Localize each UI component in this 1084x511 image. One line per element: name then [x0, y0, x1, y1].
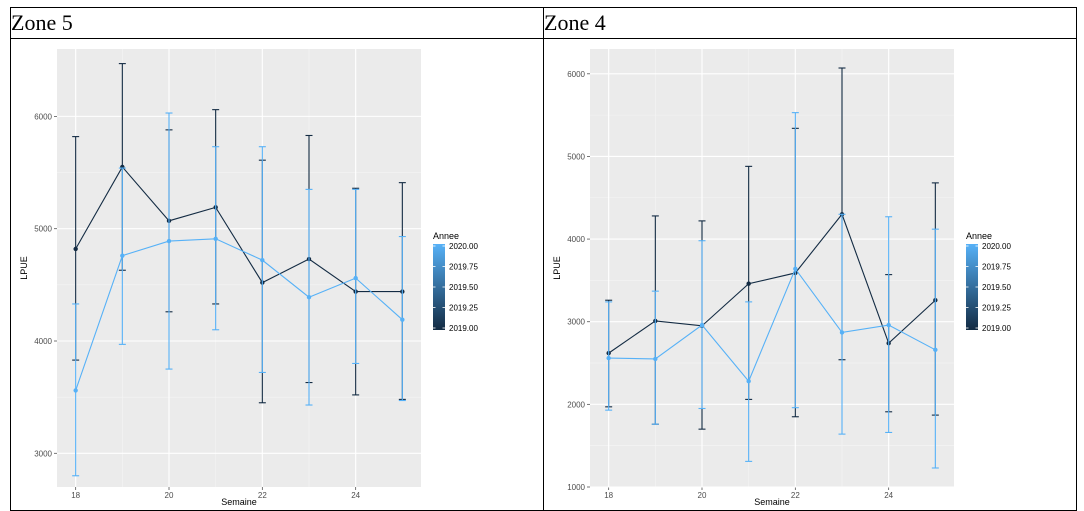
- legend-title: Annee: [433, 231, 459, 241]
- plot-cell-zone5: 18 20 22 24 3000 4000 5000 6000 Semaine LPUE Annee…: [10, 38, 544, 511]
- data-point: [213, 236, 218, 241]
- data-point: [886, 322, 891, 328]
- data-point: [166, 238, 172, 244]
- panel-title-zone4: Zone 4: [543, 7, 1077, 39]
- plot-background: [590, 49, 954, 487]
- y-tick-label: 3000: [34, 449, 52, 458]
- data-point: [933, 347, 938, 353]
- x-tick-label: 24: [351, 491, 360, 500]
- legend-colorbar: [433, 244, 445, 330]
- x-axis-title: Semaine: [754, 497, 790, 505]
- legend-label: 2019.00: [449, 324, 478, 333]
- data-point: [73, 246, 78, 252]
- legend-label: 2019.25: [982, 304, 1011, 313]
- y-axis-title: LPUE: [552, 256, 562, 280]
- chart-zone4: 18 20 22 24 1000 2000 3000 4000 5000 6000 Semaine L…: [552, 49, 1011, 507]
- y-tick-label: 5000: [34, 225, 52, 234]
- y-tick-label: 6000: [34, 112, 52, 121]
- y-tick-label: 3000: [567, 318, 585, 327]
- legend-colorbar: [966, 244, 978, 330]
- legend-label: 2019.75: [449, 263, 478, 272]
- legend-label: 2019.00: [982, 324, 1011, 333]
- data-point: [746, 379, 751, 384]
- y-tick-label: 5000: [567, 152, 585, 161]
- y-axis-title: LPUE: [19, 256, 29, 280]
- data-point: [260, 257, 265, 263]
- panel-title-zone5: Zone 5: [10, 7, 544, 39]
- data-point: [73, 388, 78, 393]
- data-point: [120, 253, 125, 258]
- data-point: [400, 317, 405, 322]
- data-point: [653, 356, 658, 362]
- legend-label: 2020.00: [449, 242, 478, 251]
- x-tick-label: 24: [884, 491, 893, 500]
- data-point: [793, 266, 798, 272]
- data-point: [306, 295, 312, 300]
- legend-label: 2019.75: [982, 263, 1011, 272]
- series-line-2019.00: [75, 165, 403, 293]
- x-tick-label: 18: [604, 491, 613, 500]
- x-axis-title: Semaine: [221, 497, 257, 505]
- plot-cell-zone4: 18 20 22 24 1000 2000 3000 4000 5000 6000 Semaine L…: [543, 38, 1077, 511]
- x-tick-label: 20: [698, 491, 707, 500]
- data-point: [699, 322, 705, 328]
- legend-label: 2019.50: [449, 283, 478, 292]
- y-tick-label: 4000: [567, 235, 585, 244]
- y-tick-label: 4000: [34, 337, 52, 346]
- legend-title: Annee: [966, 231, 992, 241]
- x-tick-label: 22: [791, 491, 800, 500]
- plot-background: [57, 49, 421, 487]
- data-point: [606, 355, 611, 361]
- x-tick-label: 20: [165, 491, 174, 500]
- series-line-2019.00: [608, 213, 936, 354]
- data-point: [746, 281, 751, 286]
- data-point: [353, 275, 358, 281]
- legend-label: 2019.50: [982, 283, 1011, 292]
- figure-table: Zone 5 Zone 4 18 20 22 24 3000 4000 5000 6000 Se…: [10, 7, 1077, 511]
- x-tick-label: 18: [71, 491, 80, 500]
- data-point: [839, 330, 845, 335]
- legend-label: 2019.25: [449, 304, 478, 313]
- series-line-2020.00: [608, 267, 936, 383]
- chart-zone5: 18 20 22 24 3000 4000 5000 6000 Semaine LPUE Annee…: [19, 49, 478, 507]
- series-line-2020.00: [75, 238, 403, 391]
- x-tick-label: 22: [258, 491, 267, 500]
- y-tick-label: 1000: [567, 483, 585, 492]
- y-tick-label: 6000: [567, 70, 585, 79]
- legend-label: 2020.00: [982, 242, 1011, 251]
- y-tick-label: 2000: [567, 400, 585, 409]
